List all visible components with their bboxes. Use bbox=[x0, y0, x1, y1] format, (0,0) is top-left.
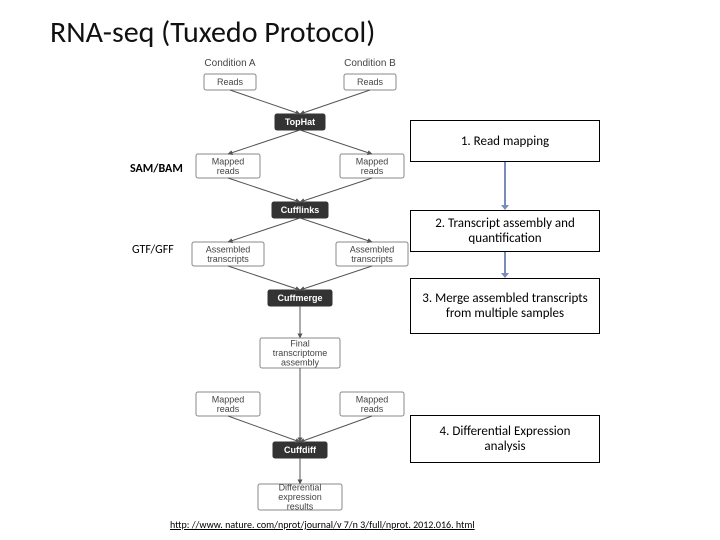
tuxedo-flow-diagram: Condition A Condition B Reads Reads TopHat Ma… bbox=[160, 56, 440, 521]
flow-node-label-diffexp: expression bbox=[278, 492, 322, 502]
flow-edge-readsA-tophat bbox=[230, 90, 300, 114]
flow-edge-readsB-tophat bbox=[300, 90, 370, 114]
label-sambam: SAM/BAM bbox=[130, 162, 183, 176]
step2-box: 2. Transcript assembly and quantificatio… bbox=[410, 210, 600, 252]
flow-node-label-assB: Assembled bbox=[350, 244, 395, 254]
step-arrow-1 bbox=[499, 162, 511, 210]
flow-edge-assB-cuffmerge bbox=[300, 266, 372, 290]
flow-node-label-mappedA: reads bbox=[217, 166, 240, 176]
slide-root: RNA-seq (Tuxedo Protocol) Condition ACon… bbox=[0, 0, 720, 540]
flow-node-label-assA: Assembled bbox=[206, 244, 251, 254]
flow-edge-cufflinks-assB bbox=[300, 218, 372, 242]
flow-node-label-tophat: TopHat bbox=[285, 117, 315, 127]
flow-edge-mappedA2-cuffdiff bbox=[228, 416, 300, 442]
condition-label: Condition A bbox=[204, 58, 255, 69]
flow-node-label-final: Final bbox=[290, 339, 310, 349]
flow-node-label-mappedB2: reads bbox=[361, 404, 384, 414]
flow-node-label-readsB: Reads bbox=[357, 77, 384, 87]
flow-edge-tophat-mappedA bbox=[228, 130, 300, 154]
flow-node-label-diffexp: results bbox=[287, 502, 314, 512]
page-title: RNA-seq (Tuxedo Protocol) bbox=[50, 14, 375, 51]
source-link[interactable]: http: //www. nature. com/nprot/journal/v… bbox=[170, 518, 475, 531]
flow-node-label-cufflinks: Cufflinks bbox=[281, 205, 320, 215]
flow-node-label-mappedA2: Mapped bbox=[212, 394, 245, 404]
flow-node-label-mappedB: Mapped bbox=[356, 156, 389, 166]
flow-edge-mappedB2-cuffdiff bbox=[300, 416, 372, 442]
flow-node-label-readsA: Reads bbox=[217, 77, 244, 87]
flow-node-label-cuffdiff: Cuffdiff bbox=[284, 445, 317, 455]
label-gtfgff: GTF/GFF bbox=[132, 243, 174, 257]
flow-edge-mappedB-cufflinks bbox=[300, 178, 372, 202]
flow-node-label-assA: transcripts bbox=[207, 254, 249, 264]
condition-label: Condition B bbox=[344, 58, 396, 69]
flow-edge-mappedA-cufflinks bbox=[228, 178, 300, 202]
step3-box: 3. Merge assembled transcripts from mult… bbox=[410, 278, 600, 334]
flow-node-label-cuffmerge: Cuffmerge bbox=[277, 293, 322, 303]
flow-edge-tophat-mappedB bbox=[300, 130, 372, 154]
flow-edge-assA-cuffmerge bbox=[228, 266, 300, 290]
step1-box: 1. Read mapping bbox=[410, 120, 600, 162]
flow-node-label-assB: transcripts bbox=[351, 254, 393, 264]
flow-edge-cufflinks-assA bbox=[228, 218, 300, 242]
flow-node-label-mappedA2: reads bbox=[217, 404, 240, 414]
flow-node-label-final: assembly bbox=[281, 358, 320, 368]
flow-node-label-mappedB2: Mapped bbox=[356, 394, 389, 404]
flow-node-label-final: transcriptome bbox=[273, 348, 328, 358]
flow-node-label-mappedA: Mapped bbox=[212, 156, 245, 166]
step4-box: 4. Differential Expression analysis bbox=[410, 415, 600, 463]
flow-node-label-mappedB: reads bbox=[361, 166, 384, 176]
step-arrow-2 bbox=[499, 252, 511, 278]
